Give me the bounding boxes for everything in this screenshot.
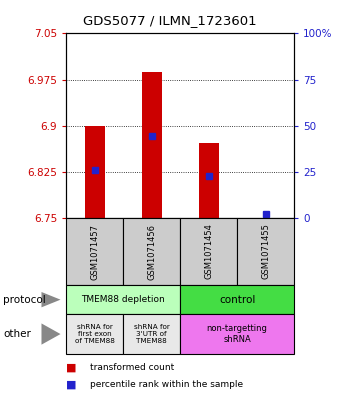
Text: control: control (219, 295, 255, 305)
Text: shRNA for
first exon
of TMEM88: shRNA for first exon of TMEM88 (75, 324, 115, 344)
Polygon shape (41, 292, 61, 307)
Text: other: other (3, 329, 31, 339)
Text: GSM1071457: GSM1071457 (90, 224, 99, 279)
Bar (180, 285, 294, 314)
Text: TMEM88 depletion: TMEM88 depletion (81, 295, 165, 304)
Bar (142, 72, 162, 218)
Text: GSM1071456: GSM1071456 (147, 224, 156, 279)
Polygon shape (41, 323, 61, 345)
Bar (85, 126, 105, 218)
Bar (199, 143, 219, 218)
Bar (237, 218, 294, 285)
Bar (66, 218, 123, 285)
Text: non-targetting
shRNA: non-targetting shRNA (207, 324, 268, 344)
Text: percentile rank within the sample: percentile rank within the sample (90, 380, 243, 389)
Bar (66, 314, 123, 354)
Bar (123, 314, 180, 354)
Bar (180, 314, 294, 354)
Bar (180, 218, 237, 285)
Text: GDS5077 / ILMN_1723601: GDS5077 / ILMN_1723601 (83, 14, 257, 27)
Text: GSM1071455: GSM1071455 (261, 224, 270, 279)
Bar (123, 218, 180, 285)
Text: protocol: protocol (3, 295, 46, 305)
Text: ■: ■ (66, 362, 77, 373)
Text: GSM1071454: GSM1071454 (204, 224, 213, 279)
Text: transformed count: transformed count (90, 363, 174, 372)
Bar (66, 285, 180, 314)
Text: shRNA for
3'UTR of
TMEM88: shRNA for 3'UTR of TMEM88 (134, 324, 170, 344)
Text: ■: ■ (66, 379, 77, 389)
